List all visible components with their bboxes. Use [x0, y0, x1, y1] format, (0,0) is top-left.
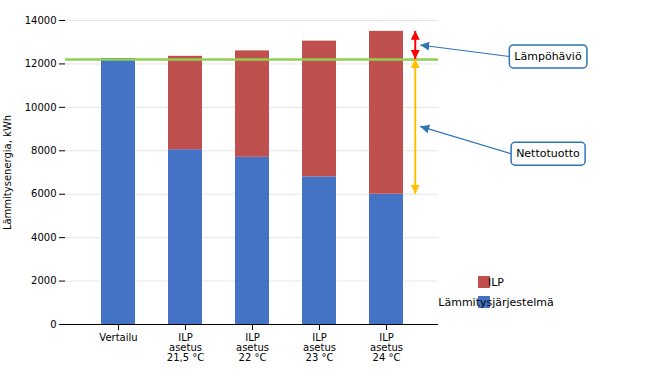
svg-text:10000: 10000: [25, 102, 57, 113]
svg-text:Lämpöhäviö: Lämpöhäviö: [514, 50, 582, 63]
svg-text:12000: 12000: [25, 58, 57, 69]
svg-text:14000: 14000: [25, 15, 57, 26]
svg-text:Nettotuotto: Nettotuotto: [516, 147, 580, 160]
svg-text:4000: 4000: [31, 232, 56, 243]
svg-text:ILPasetus24 °C: ILPasetus24 °C: [370, 332, 403, 363]
svg-text:Lämmitysenergia, kWh: Lämmitysenergia, kWh: [2, 115, 13, 230]
svg-text:ILPasetus23 °C: ILPasetus23 °C: [303, 332, 336, 363]
svg-text:6000: 6000: [31, 188, 56, 199]
svg-text:Vertailu: Vertailu: [99, 332, 137, 343]
svg-text:0: 0: [50, 319, 56, 330]
svg-text:2000: 2000: [31, 275, 56, 286]
svg-text:ILPasetus21,5 °C: ILPasetus21,5 °C: [167, 332, 204, 363]
svg-text:Lämmitysjärjestelmä: Lämmitysjärjestelmä: [438, 296, 553, 309]
svg-text:ILPasetus22 °C: ILPasetus22 °C: [236, 332, 269, 363]
svg-text:ILP: ILP: [488, 276, 504, 289]
svg-text:8000: 8000: [31, 145, 56, 156]
